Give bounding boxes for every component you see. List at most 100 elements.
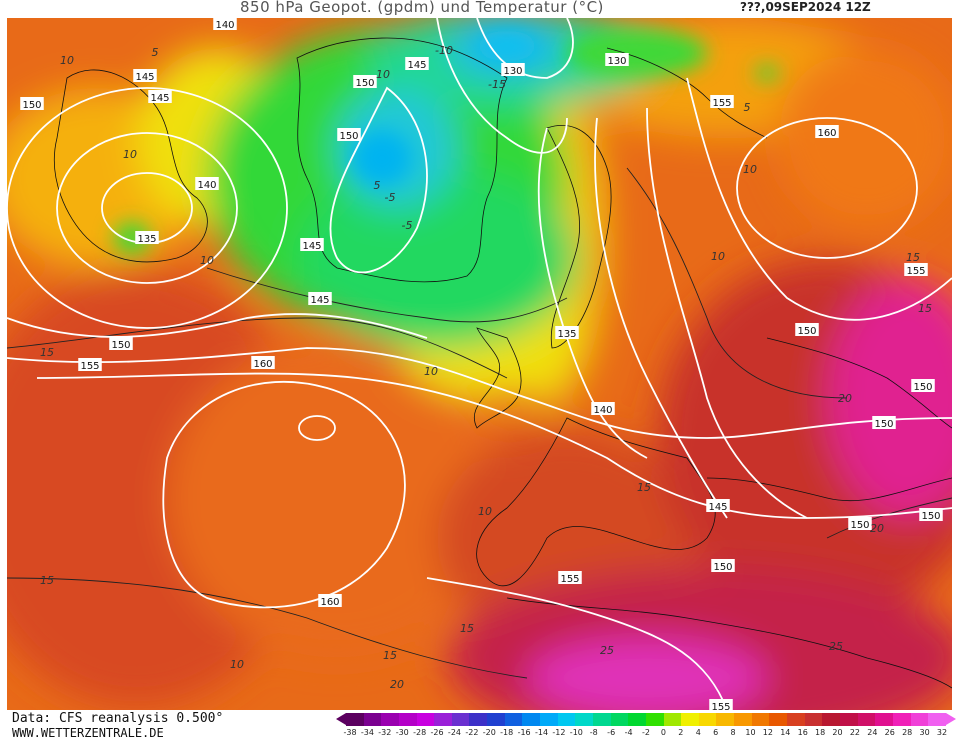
svg-text:145: 145 (407, 60, 426, 71)
geopotential-label: 150 (848, 517, 872, 531)
legend-tick-label: -34 (360, 728, 374, 737)
legend-tick-label: -2 (642, 728, 650, 737)
legend-tick-label: -20 (482, 728, 496, 737)
legend-tick-label: 30 (919, 728, 930, 737)
geopotential-label: 160 (815, 125, 839, 139)
legend-tick-label: 32 (936, 728, 948, 737)
legend-tick-label: -32 (378, 728, 392, 737)
geopotential-label: 130 (605, 53, 629, 67)
legend-tick-label: 10 (745, 728, 756, 737)
geopotential-label: 155 (558, 571, 582, 585)
svg-text:145: 145 (135, 72, 154, 83)
legend-swatch (575, 713, 593, 726)
svg-text:145: 145 (150, 93, 169, 104)
legend-swatch (416, 713, 435, 726)
svg-text:140: 140 (593, 405, 612, 416)
svg-text:155: 155 (906, 266, 925, 277)
legend-ticks: -38 -34 -32 -30 -28 -26 -24 -22 -20 -18 -16 -14 -12-… (336, 728, 956, 740)
legend-swatch (645, 713, 664, 726)
svg-text:140: 140 (215, 20, 234, 31)
geopotential-label: 135 (135, 231, 159, 245)
geopotential-label: 140 (195, 177, 219, 191)
temperature-label: 5 (374, 179, 381, 192)
temperature-label: 10 (200, 254, 214, 267)
legend-swatch (787, 713, 805, 726)
geopotential-label: 145 (133, 69, 157, 83)
geopotential-label: 145 (148, 90, 172, 104)
temperature-label: 10 (230, 658, 244, 671)
legend-tick-label: -10 (569, 728, 583, 737)
geopotential-label: 150 (109, 337, 133, 351)
legend-tick-label: -8 (589, 728, 598, 737)
legend-swatch (451, 713, 470, 726)
geopotential-label: 150 (795, 323, 819, 337)
geopotential-label: 160 (251, 356, 275, 370)
temperature-label: -10 (435, 44, 453, 57)
svg-text:140: 140 (197, 180, 216, 191)
geopotential-label: 145 (405, 57, 429, 71)
temperature-label: 15 (460, 622, 474, 635)
legend-swatch (892, 713, 911, 726)
legend-swatch (398, 713, 417, 726)
legend-swatch (592, 713, 611, 726)
temperature-label: 15 (383, 649, 397, 662)
geopotential-label: 150 (337, 128, 361, 142)
temperature-label: -5 (385, 191, 396, 204)
geopotential-label: 150 (872, 416, 896, 430)
temperature-label: 10 (478, 505, 492, 518)
svg-text:150: 150 (797, 326, 816, 337)
geopotential-label: 135 (555, 326, 579, 340)
legend-tick-label: 6 (713, 728, 719, 737)
legend-tick-label: 12 (762, 728, 773, 737)
legend-tick-label: -4 (624, 728, 633, 737)
temperature-label: 25 (600, 644, 614, 657)
legend-swatch (698, 713, 717, 726)
svg-text:150: 150 (111, 340, 130, 351)
svg-text:135: 135 (137, 234, 156, 245)
svg-text:155: 155 (711, 702, 730, 710)
svg-text:150: 150 (850, 520, 869, 531)
svg-text:150: 150 (713, 562, 732, 573)
temperature-label: 10 (743, 163, 757, 176)
svg-text:160: 160 (817, 128, 836, 139)
svg-text:145: 145 (310, 295, 329, 306)
svg-text:145: 145 (708, 502, 727, 513)
geopotential-label: 150 (711, 559, 735, 573)
svg-text:160: 160 (320, 597, 339, 608)
legend-swatch (681, 713, 699, 726)
temperature-label: 20 (390, 678, 404, 691)
legend-swatch (716, 713, 735, 726)
temperature-label: 15 (637, 481, 651, 494)
legend-swatch (381, 713, 399, 726)
temperature-labels: 10 5 -10 10 10 5 -5 -5 10 15 10 5 10 10 15 15 20 15 10 15 20… (40, 44, 932, 691)
temperature-label: 25 (829, 640, 843, 653)
legend-swatch (504, 713, 523, 726)
legend-tick-label: 4 (695, 728, 701, 737)
temperature-label: 20 (838, 392, 852, 405)
geopotential-label: 150 (353, 75, 377, 89)
temperature-label: 15 (40, 574, 54, 587)
legend-tick-label: 16 (797, 728, 808, 737)
svg-text:160: 160 (253, 359, 272, 370)
geopotential-label: 140 (213, 18, 237, 31)
legend-tick-label: 20 (832, 728, 843, 737)
temperature-label: 20 (870, 522, 884, 535)
legend-colorbar (336, 713, 956, 726)
legend-tip-high (945, 713, 956, 725)
temperature-label: 15 (918, 302, 932, 315)
legend-swatch (522, 713, 541, 726)
legend-swatch (540, 713, 558, 726)
temperature-label: 10 (376, 68, 390, 81)
legend-tick-label: -14 (534, 728, 549, 737)
legend-tick-label: -6 (607, 728, 616, 737)
legend-tick-label: 22 (849, 728, 861, 737)
legend-tick-label: 24 (867, 728, 878, 737)
legend-tick-label: 8 (730, 728, 736, 737)
temperature-label: 15 (906, 251, 920, 264)
legend-swatch (487, 713, 505, 726)
geopotential-labels: 1401451451501501451301301501401351451451… (20, 18, 943, 710)
legend-swatch (434, 713, 452, 726)
legend-tick-label: -28 (413, 728, 427, 737)
legend-swatch (734, 713, 752, 726)
legend-tick-label: 2 (678, 728, 684, 737)
